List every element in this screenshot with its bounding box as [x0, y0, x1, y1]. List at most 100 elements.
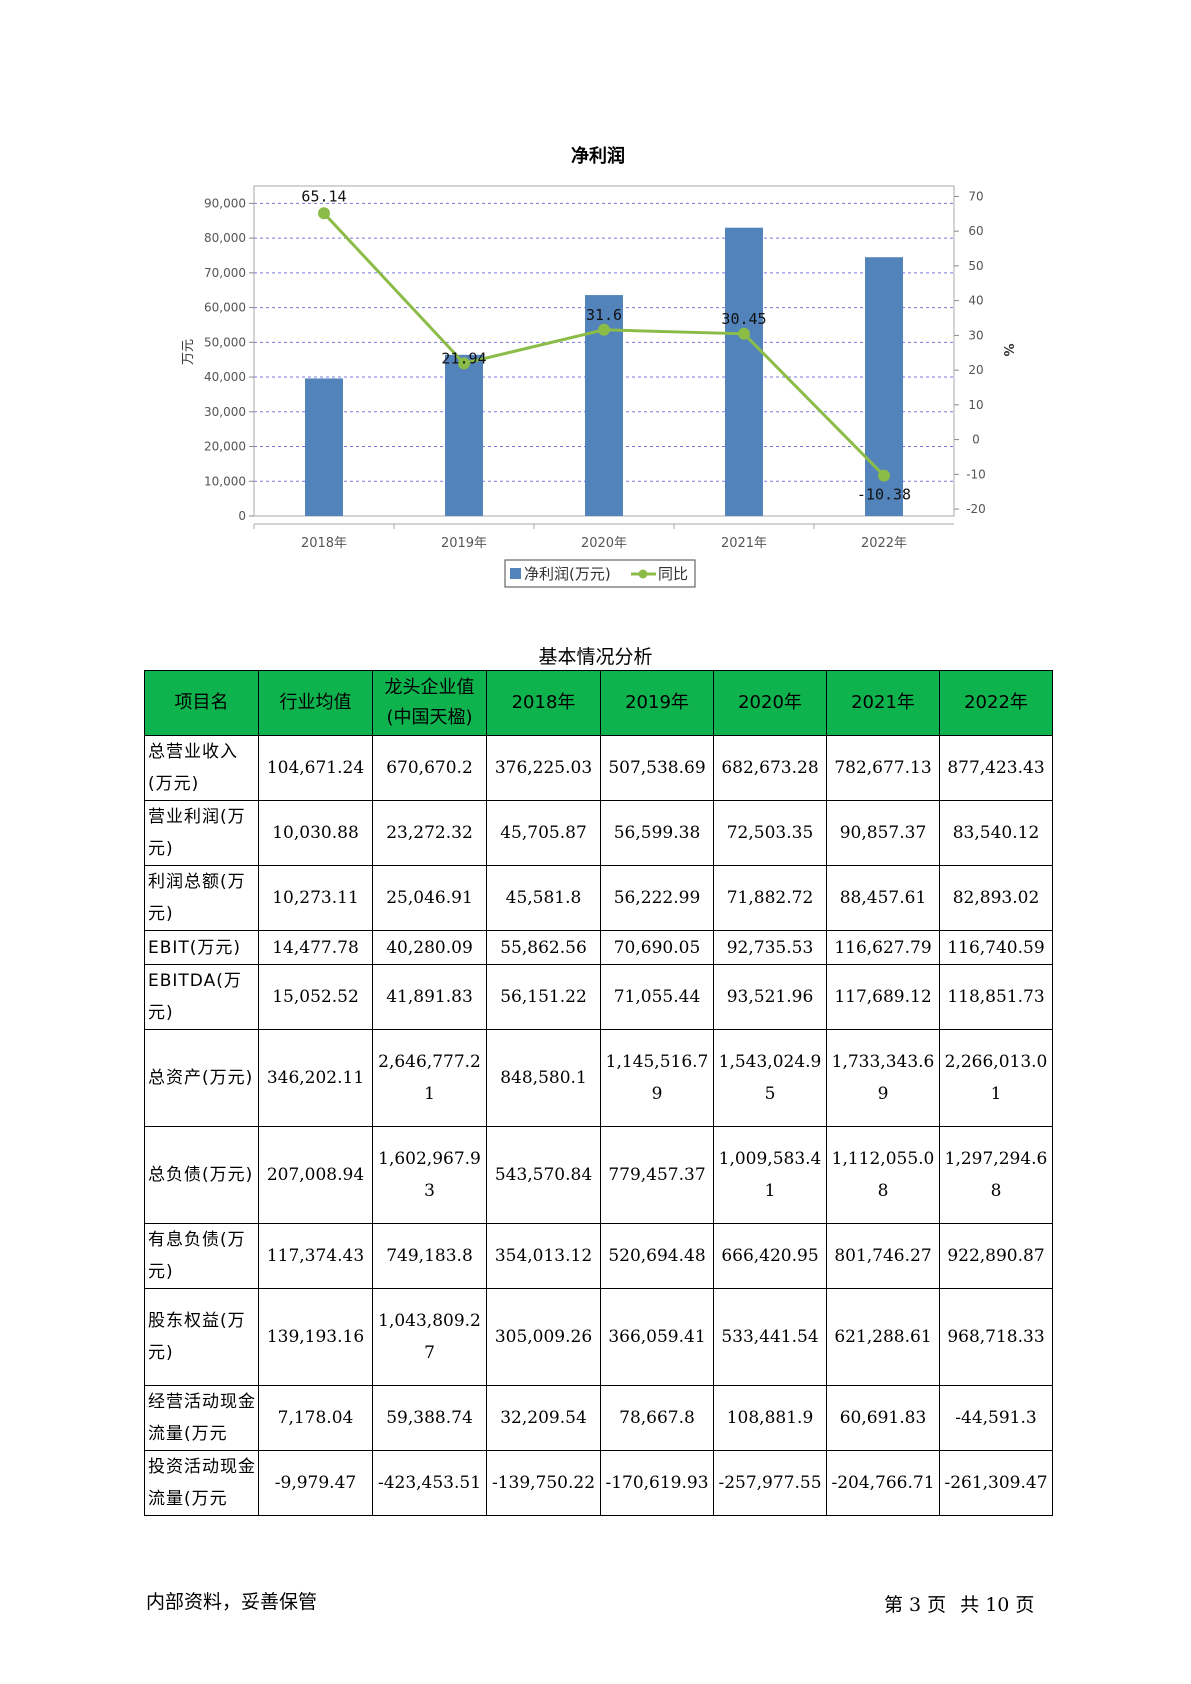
table-cell: 1,733,343.69 [826, 1029, 940, 1127]
line-point [598, 323, 610, 336]
right-tick-label: -20 [966, 502, 986, 516]
table-row: 总营业收入(万元) 104,671.24 670,670.2 376,225.03 50… [144, 735, 1053, 801]
table-cell: 877,423.43 [939, 735, 1053, 801]
right-tick-label: 20 [968, 363, 983, 377]
total-prefix: 共 [960, 1594, 980, 1616]
category-label: 2022年 [861, 536, 907, 551]
legend-line-marker [638, 569, 648, 579]
table-cell: 533,441.54 [713, 1288, 827, 1386]
table-cell: 7,178.04 [258, 1385, 373, 1451]
col-header-item: 项目名 [144, 670, 259, 736]
line-series [318, 207, 890, 482]
table-cell: 666,420.95 [713, 1223, 827, 1289]
table-cell: 1,602,967.93 [372, 1126, 487, 1224]
table-cell: -423,453.51 [372, 1450, 487, 1516]
row-label: 投资活动现金流量(万元 [144, 1450, 259, 1516]
table-cell: 366,059.41 [600, 1288, 714, 1386]
bar [445, 354, 483, 516]
table-cell: 1,112,055.08 [826, 1126, 940, 1224]
table-cell: 2,266,013.01 [939, 1029, 1053, 1127]
data-label: 30.45 [721, 310, 766, 328]
line-point [458, 357, 470, 370]
row-label: 利润总额(万元) [144, 865, 259, 931]
table-cell: 45,581.8 [486, 865, 601, 931]
col-header-2018: 2018年 [486, 670, 601, 736]
category-label: 2019年 [441, 536, 487, 551]
table-cell: 93,521.96 [713, 964, 827, 1030]
table-cell: 1,297,294.68 [939, 1126, 1053, 1224]
table-cell: -261,309.47 [939, 1450, 1053, 1516]
table-cell: 305,009.26 [486, 1288, 601, 1386]
table-row: 总资产(万元) 346,202.11 2,646,777.21 848,580.1 1,… [144, 1029, 1053, 1127]
category-label: 2021年 [721, 536, 767, 551]
right-tick-label: 50 [968, 259, 983, 273]
y-axis-label: 万元 [181, 339, 196, 365]
left-tick-label: 10,000 [204, 474, 246, 488]
table-row: 投资活动现金流量(万元 -9,979.47 -423,453.51 -139,750.… [144, 1450, 1053, 1516]
col-header-industry-avg: 行业均值 [258, 670, 373, 736]
table-cell: 55,862.56 [486, 930, 601, 965]
line-point [878, 469, 890, 482]
table-cell: 779,457.37 [600, 1126, 714, 1224]
table-cell: 139,193.16 [258, 1288, 373, 1386]
table-cell: 346,202.11 [258, 1029, 373, 1127]
legend: 净利润(万元) 同比 [504, 559, 696, 588]
category-label: 2018年 [301, 536, 347, 551]
table-cell: 968,718.33 [939, 1288, 1053, 1386]
data-label: 65.14 [301, 187, 346, 205]
data-labels: 65.14 21.94 31.6 30.45 -10.38 [301, 187, 911, 503]
legend-line-label: 同比 [658, 565, 688, 583]
table-row: 股东权益(万元) 139,193.16 1,043,809.27 305,009.26… [144, 1288, 1053, 1386]
table-cell: 56,222.99 [600, 865, 714, 931]
table-cell: -139,750.22 [486, 1450, 601, 1516]
table-cell: 848,580.1 [486, 1029, 601, 1127]
right-tick-label: 10 [968, 398, 983, 412]
table-cell: -44,591.3 [939, 1385, 1053, 1451]
col-header-2019: 2019年 [600, 670, 714, 736]
row-label: 营业利润(万元) [144, 800, 259, 866]
table-cell: 59,388.74 [372, 1385, 487, 1451]
left-tick-label: 40,000 [204, 370, 246, 384]
table-cell: 41,891.83 [372, 964, 487, 1030]
table-cell: 670,670.2 [372, 735, 487, 801]
page-mid: 页 [927, 1594, 947, 1616]
table-cell: 70,690.05 [600, 930, 714, 965]
table-cell: 1,043,809.27 [372, 1288, 487, 1386]
left-tick-label: 0 [238, 509, 246, 523]
right-tick-label: 40 [968, 294, 983, 308]
row-label: 股东权益(万元) [144, 1288, 259, 1386]
table-cell: 10,273.11 [258, 865, 373, 931]
table-cell: 92,735.53 [713, 930, 827, 965]
net-profit-chart: 净利润 0 10,000 20,000 30,000 40,000 50,000 60,00… [181, 145, 1015, 588]
right-tick-label: 70 [968, 189, 983, 203]
table-cell: 72,503.35 [713, 800, 827, 866]
table-cell: 88,457.61 [826, 865, 940, 931]
table-cell: 621,288.61 [826, 1288, 940, 1386]
row-label: 总负债(万元) [144, 1126, 259, 1224]
table-cell: 45,705.87 [486, 800, 601, 866]
table-cell: 56,151.22 [486, 964, 601, 1030]
table-cell: 32,209.54 [486, 1385, 601, 1451]
table-row: 有息负债(万元) 117,374.43 749,183.8 354,013.12 520… [144, 1223, 1053, 1289]
table-cell: 1,009,583.41 [713, 1126, 827, 1224]
table-cell: 207,008.94 [258, 1126, 373, 1224]
table-cell: 117,689.12 [826, 964, 940, 1030]
left-tick-label: 60,000 [204, 301, 246, 315]
table-cell: 749,183.8 [372, 1223, 487, 1289]
table-cell: 354,013.12 [486, 1223, 601, 1289]
table-cell: 56,599.38 [600, 800, 714, 866]
data-label: -10.38 [857, 486, 911, 504]
left-tick-label: 70,000 [204, 266, 246, 280]
row-label: 有息负债(万元) [144, 1223, 259, 1289]
table-cell: 15,052.52 [258, 964, 373, 1030]
table-cell: 116,627.79 [826, 930, 940, 965]
right-tick-label: 60 [968, 224, 983, 238]
data-label: 31.6 [586, 306, 622, 324]
table-cell: 108,881.9 [713, 1385, 827, 1451]
table-row: EBIT(万元) 14,477.78 40,280.09 55,862.56 70,69… [144, 930, 1053, 965]
table-cell: 90,857.37 [826, 800, 940, 866]
right-tick-label: 30 [968, 328, 983, 342]
bar [725, 227, 763, 516]
right-tick-label: -10 [966, 467, 986, 481]
table-cell: 118,851.73 [939, 964, 1053, 1030]
